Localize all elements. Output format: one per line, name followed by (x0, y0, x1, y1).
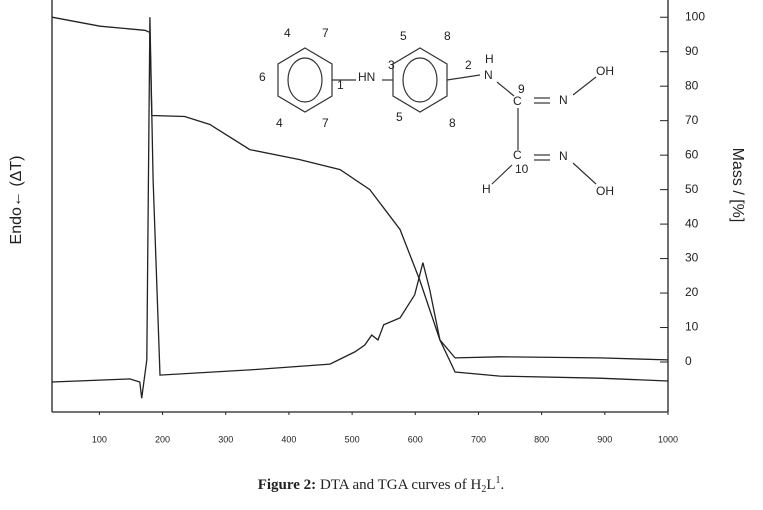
caption-part: Figure 2: (258, 477, 316, 493)
y2-tick-label: 20 (685, 285, 699, 299)
ring-circle (402, 57, 438, 103)
atom-label: H (485, 52, 494, 66)
y2-tick-label: 80 (685, 78, 699, 92)
x-tick-label: 300 (218, 434, 233, 444)
atom-label: 4 (284, 26, 291, 40)
atom-label: 10 (515, 162, 529, 176)
x-tick-label: 800 (534, 434, 549, 444)
bond (572, 76, 597, 96)
x-tick-label: 900 (597, 434, 612, 444)
atom-label: 7 (322, 116, 329, 130)
y2-tick-label: 70 (685, 113, 699, 127)
y2-tick-label: 50 (685, 182, 699, 196)
y2-tick-label: 0 (685, 354, 692, 368)
atom-label: 5 (400, 29, 407, 43)
atom-label: 4 (276, 116, 283, 130)
atom-label: C (513, 148, 522, 162)
data-line (51, 17, 669, 399)
ring-circle (287, 57, 323, 103)
bond (446, 74, 481, 81)
atom-label: 8 (449, 116, 456, 130)
atom-label: N (559, 149, 568, 163)
data-line (51, 16, 669, 361)
caption-part: DTA and TGA curves of H (316, 477, 481, 493)
y-label: Endo← (ΔT) (8, 156, 25, 245)
y2-tick-label: 90 (685, 44, 699, 58)
y2-tick-label: 30 (685, 251, 699, 265)
x-tick-label: 100 (92, 434, 107, 444)
atom-label: 3 (388, 58, 395, 72)
bond (496, 81, 515, 97)
atom-label: 1 (337, 78, 344, 92)
y2-tick-label: 100 (685, 9, 705, 23)
atom-label: 8 (444, 29, 451, 43)
bond (491, 164, 513, 185)
atom-label: 2 (465, 58, 472, 72)
caption: Figure 2: DTA and TGA curves of H2L1. (258, 475, 505, 495)
atom-label: H (482, 182, 491, 196)
atom-label: N (484, 68, 493, 82)
x-tick-label: 200 (155, 434, 170, 444)
atom-label: 5 (396, 110, 403, 124)
y2-label: Mass / [%] (729, 148, 746, 223)
y2-tick-label: 40 (685, 216, 699, 230)
atom-label: OH (596, 64, 614, 78)
atom-label: 7 (322, 26, 329, 40)
caption-part: . (501, 477, 505, 493)
caption-part: 1 (496, 475, 501, 486)
ring (392, 47, 448, 113)
atom-label: OH (596, 184, 614, 198)
x-tick-label: 600 (408, 434, 423, 444)
x-tick-label: 700 (471, 434, 486, 444)
y2-tick-label: 10 (685, 320, 699, 334)
atom-label: 6 (259, 70, 266, 84)
caption-part: 2 (481, 484, 486, 495)
ring (277, 47, 333, 113)
caption-part: L (486, 477, 495, 493)
atom-label: N (559, 93, 568, 107)
x-tick-label: 500 (345, 434, 360, 444)
structure: 4 7 6 1 4 7 HN 3 5 8 5 8 2 H N 9 C N OH … (259, 26, 614, 198)
x-tick-label: 400 (281, 434, 296, 444)
bond (572, 162, 597, 185)
atom-label: HN (358, 70, 375, 84)
y2-tick-label: 60 (685, 147, 699, 161)
atom-label: C (513, 94, 522, 108)
x-tick-label: 1000 (658, 434, 678, 444)
atom-label: 9 (518, 82, 525, 96)
